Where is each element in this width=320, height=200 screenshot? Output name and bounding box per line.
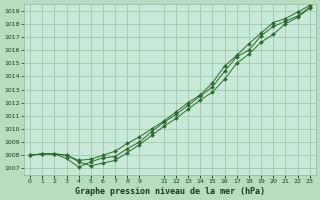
X-axis label: Graphe pression niveau de la mer (hPa): Graphe pression niveau de la mer (hPa) (75, 187, 265, 196)
